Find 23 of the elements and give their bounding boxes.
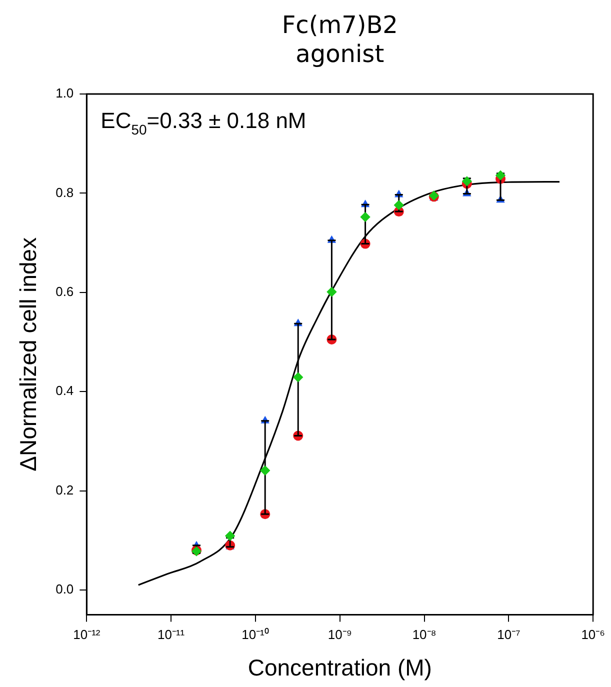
point	[394, 200, 404, 210]
x-tick-label: 10⁻⁸	[412, 627, 436, 642]
y-tick-label: 0.8	[56, 184, 74, 200]
point	[496, 170, 506, 180]
chart-title: Fc(m7)B2 agonist	[282, 11, 398, 68]
y-tick-label: 0.4	[56, 383, 74, 398]
point	[225, 530, 236, 541]
x-tick-label: 10⁻⁶	[581, 627, 605, 642]
point	[293, 372, 304, 382]
x-axis-title: Concentration (M)	[248, 654, 432, 681]
point	[360, 212, 370, 222]
x-tick-label: 10⁻¹¹	[158, 627, 186, 642]
point	[462, 176, 472, 186]
x-tick-label: 10⁻⁹	[328, 627, 352, 642]
x-tick-label: 10⁻¹²	[73, 627, 101, 642]
x-tick-label: 10⁻⁷	[497, 627, 521, 642]
y-axis-title: ΔNormalized cell index	[15, 236, 42, 472]
x-tick-label: 10⁻¹⁰	[242, 627, 270, 642]
point	[260, 465, 270, 476]
y-tick-label: 0.6	[56, 284, 74, 299]
y-tick-label: 1.0	[56, 86, 74, 101]
y-tick-label: 0.2	[56, 482, 74, 498]
y-tick-label: 0.0	[56, 582, 74, 597]
